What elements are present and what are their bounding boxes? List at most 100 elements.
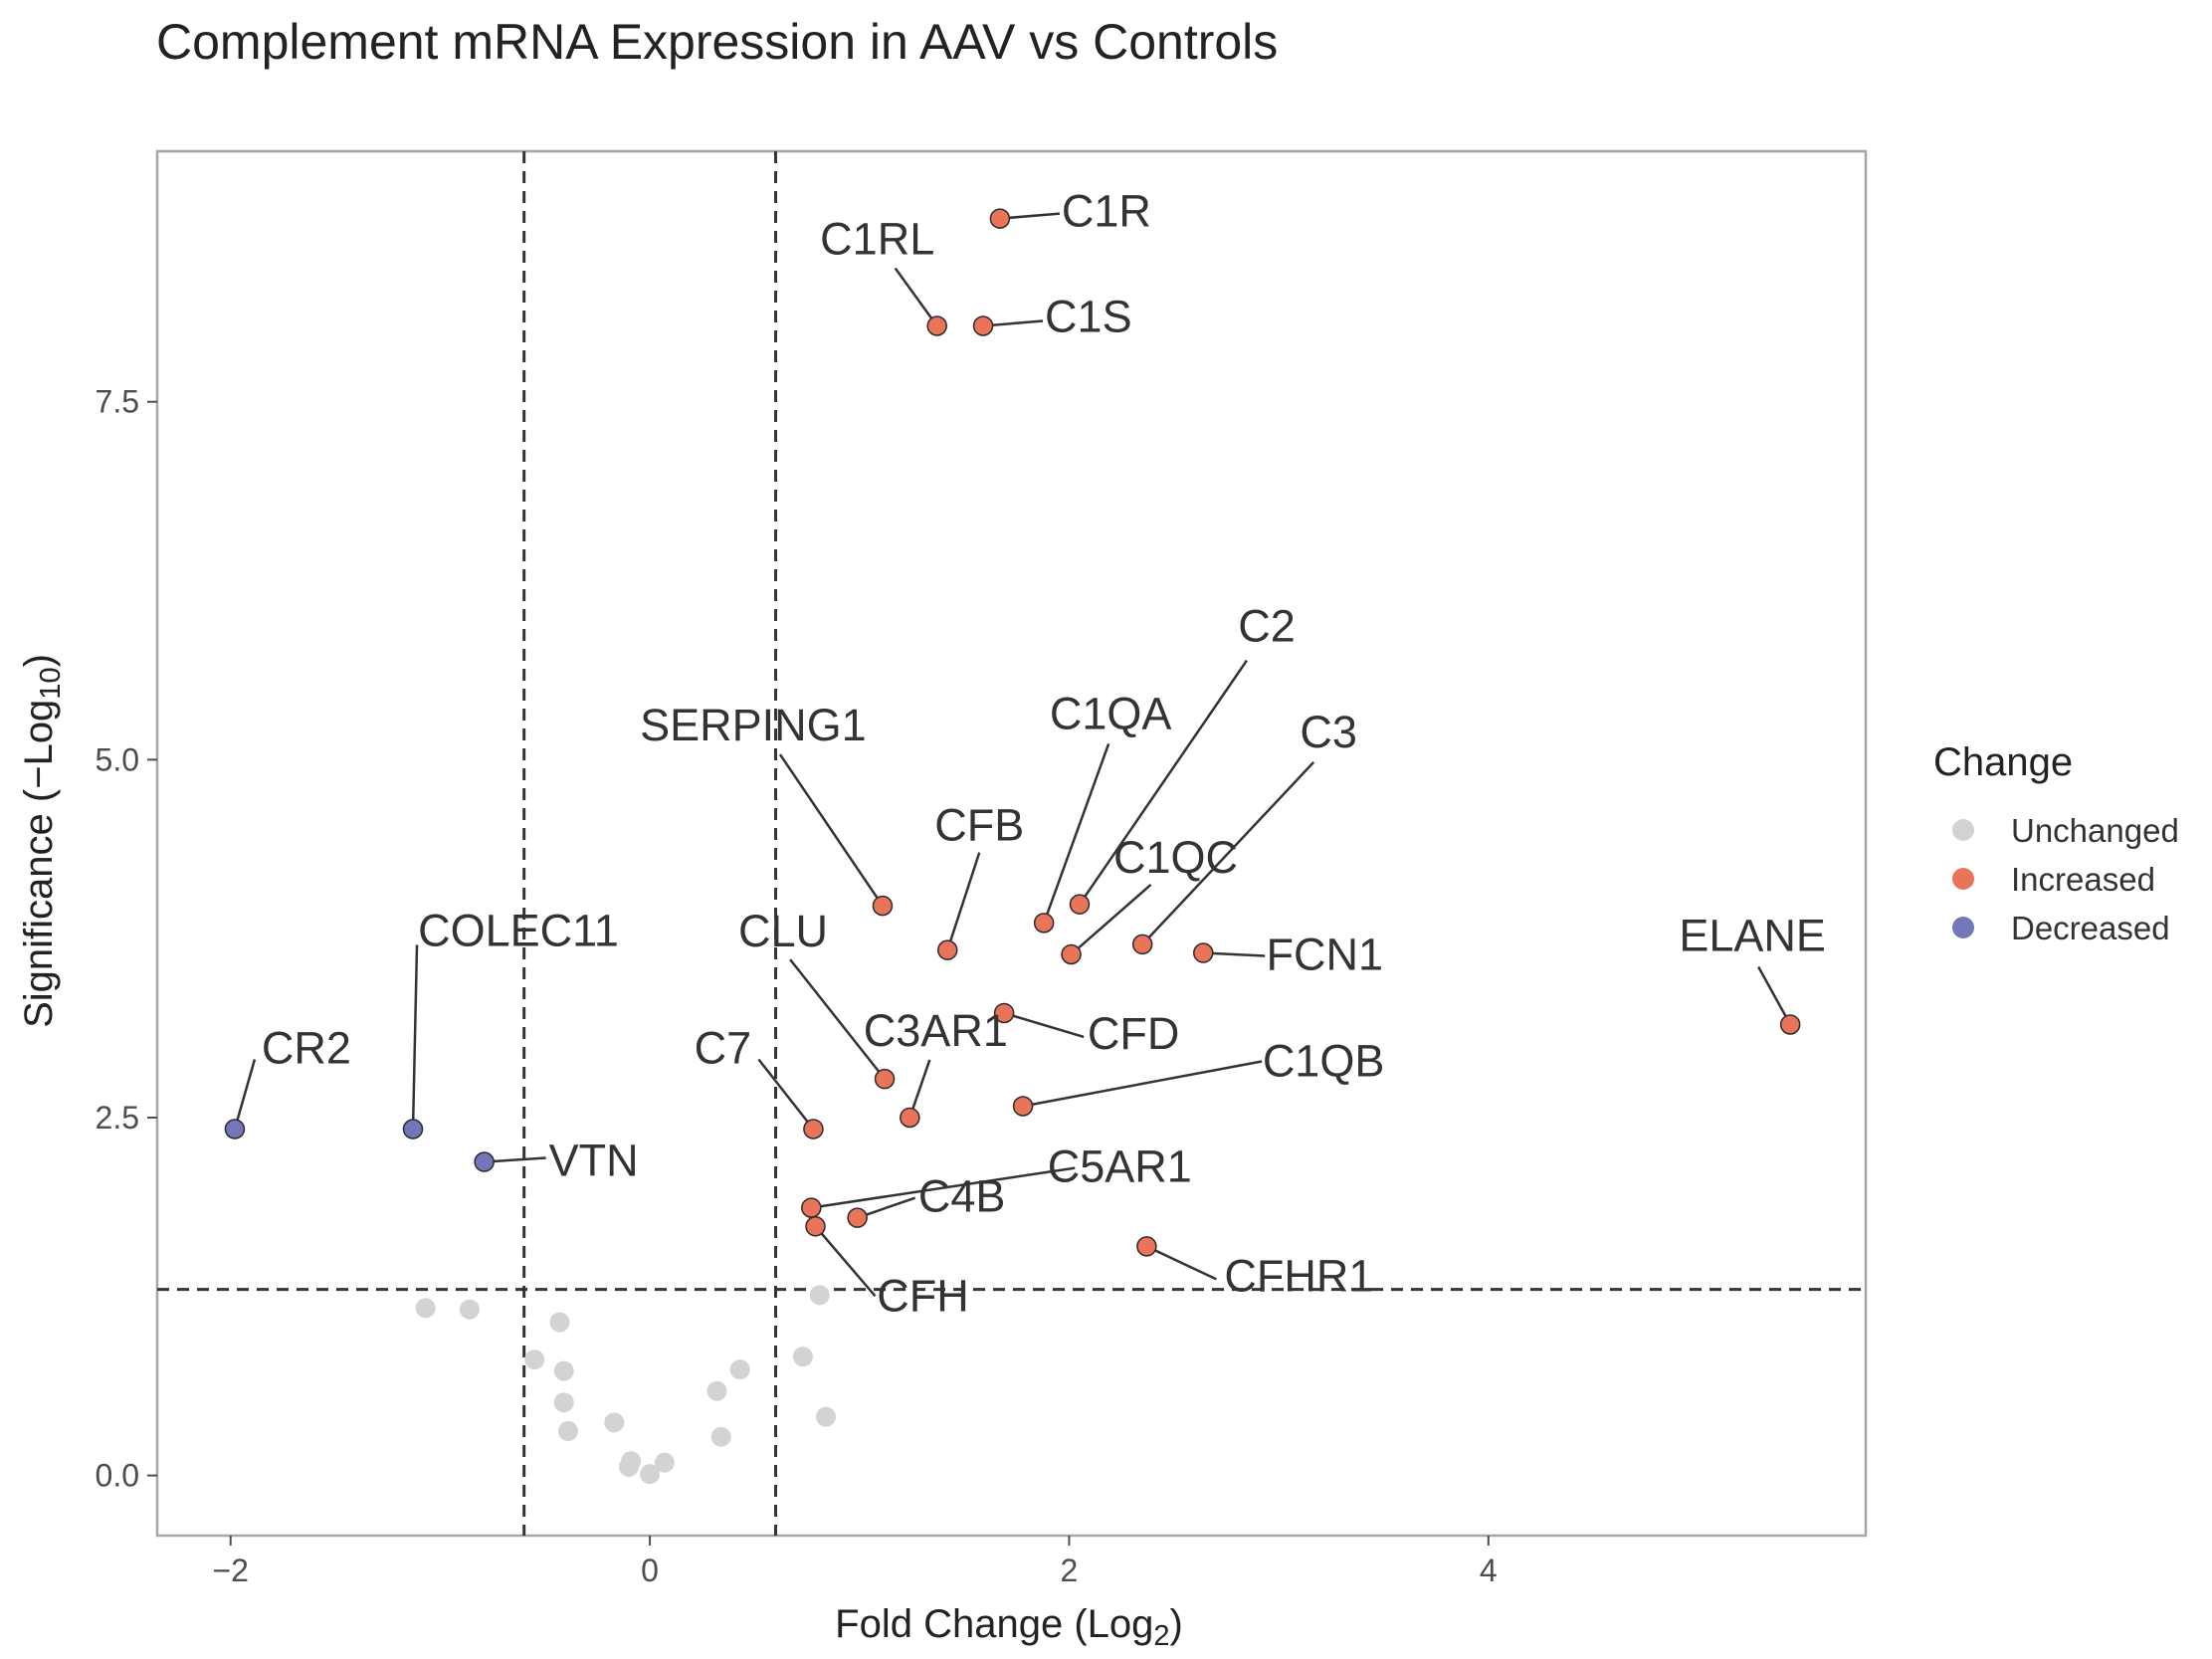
- point-label-fcn1: FCN1: [1267, 930, 1384, 980]
- point-label-c7: C7: [695, 1022, 752, 1073]
- point-cfh: [805, 1216, 826, 1237]
- x-axis: −2 0 2 4: [212, 1536, 1498, 1588]
- point-elane: [1779, 1014, 1801, 1035]
- point-c3: [1131, 933, 1153, 955]
- label-connector-cfh: [814, 1225, 877, 1298]
- point-cr2: [224, 1119, 246, 1140]
- point-c1rl: [926, 315, 947, 336]
- unchanged-point: [604, 1412, 625, 1433]
- point-label-serping1: SERPING1: [640, 700, 867, 750]
- point-cfhr1: [1136, 1236, 1157, 1257]
- unchanged-point: [619, 1456, 640, 1477]
- point-c3ar1: [900, 1107, 920, 1129]
- label-connector-colec11: [411, 944, 419, 1130]
- x-axis-title: Fold Change (Log2): [835, 1602, 1183, 1652]
- x-axis-title-subscript: 2: [1153, 1620, 1169, 1652]
- label-connector-c1qb: [1022, 1060, 1263, 1108]
- point-cfb: [936, 939, 958, 960]
- point-c1qa: [1033, 913, 1055, 933]
- point-label-c1r: C1R: [1062, 186, 1151, 237]
- unchanged-point: [809, 1285, 830, 1306]
- unchanged-point: [654, 1452, 675, 1473]
- point-label-colec11: COLEC11: [418, 905, 619, 955]
- point-c1r: [989, 208, 1011, 229]
- legend-label-unchanged: Unchanged: [2011, 812, 2179, 849]
- y-tick-label: 7.5: [96, 384, 139, 420]
- point-label-cfh: CFH: [877, 1270, 968, 1321]
- unchanged-point: [553, 1360, 574, 1381]
- unchanged-point: [710, 1426, 731, 1447]
- legend-title: Change: [1933, 740, 2073, 784]
- label-connector-c1rl: [894, 267, 938, 327]
- point-c7: [803, 1119, 824, 1140]
- legend-label-increased: Increased: [2011, 861, 2155, 898]
- point-label-cfb: CFB: [934, 800, 1024, 851]
- point-label-c4b: C4B: [918, 1171, 1006, 1222]
- unchanged-point: [553, 1392, 574, 1413]
- legend-label-decreased: Decreased: [2011, 910, 2170, 946]
- plot-panel: C1R C1RL C1S SERPING1 CFB C1QA C2 C1QC C3 FCN1 ELA…: [155, 149, 1868, 1538]
- unchanged-point: [640, 1464, 661, 1485]
- y-tick-label: 2.5: [96, 1100, 139, 1136]
- y-axis-title-text: Significance (−Log: [17, 700, 61, 1028]
- label-connector-serping1: [778, 753, 884, 907]
- label-connector-cfd: [1003, 1011, 1085, 1039]
- point-label-elane: ELANE: [1679, 910, 1826, 960]
- label-connector-cfhr1: [1145, 1245, 1217, 1281]
- y-tick-label: 5.0: [96, 741, 139, 777]
- point-label-c1qc: C1QC: [1113, 832, 1238, 883]
- unchanged-point: [549, 1312, 570, 1333]
- point-c1qc: [1061, 943, 1082, 965]
- x-tick-label: −2: [212, 1553, 248, 1588]
- point-label-c2: C2: [1238, 601, 1296, 652]
- point-labels: C1R C1RL C1S SERPING1 CFB C1QA C2 C1QC C3 FCN1 ELA…: [262, 186, 1826, 1322]
- unchanged-point: [816, 1406, 837, 1427]
- unchanged-point: [524, 1349, 545, 1370]
- legend-key-decreased: [1952, 917, 1974, 938]
- y-axis-title-subscript: 10: [35, 667, 67, 699]
- label-connector-elane: [1757, 965, 1792, 1026]
- label-connector-cr2: [233, 1059, 257, 1130]
- x-axis-title-close: ): [1170, 1602, 1183, 1646]
- point-fcn1: [1193, 942, 1214, 963]
- label-connector-c7: [757, 1058, 815, 1131]
- unchanged-point: [792, 1347, 813, 1367]
- label-connector-c3: [1141, 761, 1315, 945]
- y-axis-title: Significance (−Log10): [17, 654, 67, 1028]
- point-c5ar1: [801, 1197, 822, 1218]
- point-label-clu: CLU: [738, 906, 828, 956]
- point-vtn: [474, 1151, 495, 1172]
- y-axis-title-close: ): [17, 654, 61, 667]
- unchanged-point: [557, 1420, 578, 1441]
- point-colec11: [402, 1119, 424, 1140]
- labeled-points: [224, 208, 1801, 1257]
- point-label-cfhr1: CFHR1: [1224, 1250, 1373, 1301]
- label-connector-c1qc: [1070, 884, 1152, 955]
- point-c4b: [847, 1207, 868, 1228]
- point-label-cfd: CFD: [1088, 1008, 1179, 1059]
- point-label-c1rl: C1RL: [820, 213, 934, 264]
- x-axis-title-text: Fold Change (Log: [835, 1602, 1153, 1646]
- point-serping1: [872, 895, 894, 917]
- x-tick-label: 2: [1061, 1553, 1079, 1588]
- label-connector-c1qa: [1042, 742, 1110, 924]
- chart-title: Complement mRNA Expression in AAV vs Con…: [156, 14, 1278, 70]
- label-connector-vtn: [484, 1156, 546, 1163]
- label-connector-fcn1: [1203, 951, 1266, 957]
- point-label-c1s: C1S: [1045, 291, 1132, 341]
- point-label-c1qb: C1QB: [1263, 1035, 1385, 1086]
- label-connector-c5ar1: [811, 1166, 1076, 1209]
- y-axis: 0.0 2.5 5.0 7.5: [96, 384, 157, 1494]
- point-c1s: [972, 315, 994, 336]
- point-label-c5ar1: C5AR1: [1048, 1141, 1192, 1192]
- label-connector-clu: [789, 958, 887, 1080]
- legend-key-increased: [1952, 868, 1974, 890]
- point-c2: [1069, 894, 1091, 915]
- label-connector-c2: [1078, 659, 1249, 906]
- x-tick-label: 4: [1480, 1553, 1498, 1588]
- label-connector-cfb: [946, 852, 981, 951]
- unchanged-point: [415, 1298, 436, 1319]
- unchanged-point: [729, 1359, 750, 1380]
- legend: Change Unchanged Increased Decreased: [1933, 740, 2179, 946]
